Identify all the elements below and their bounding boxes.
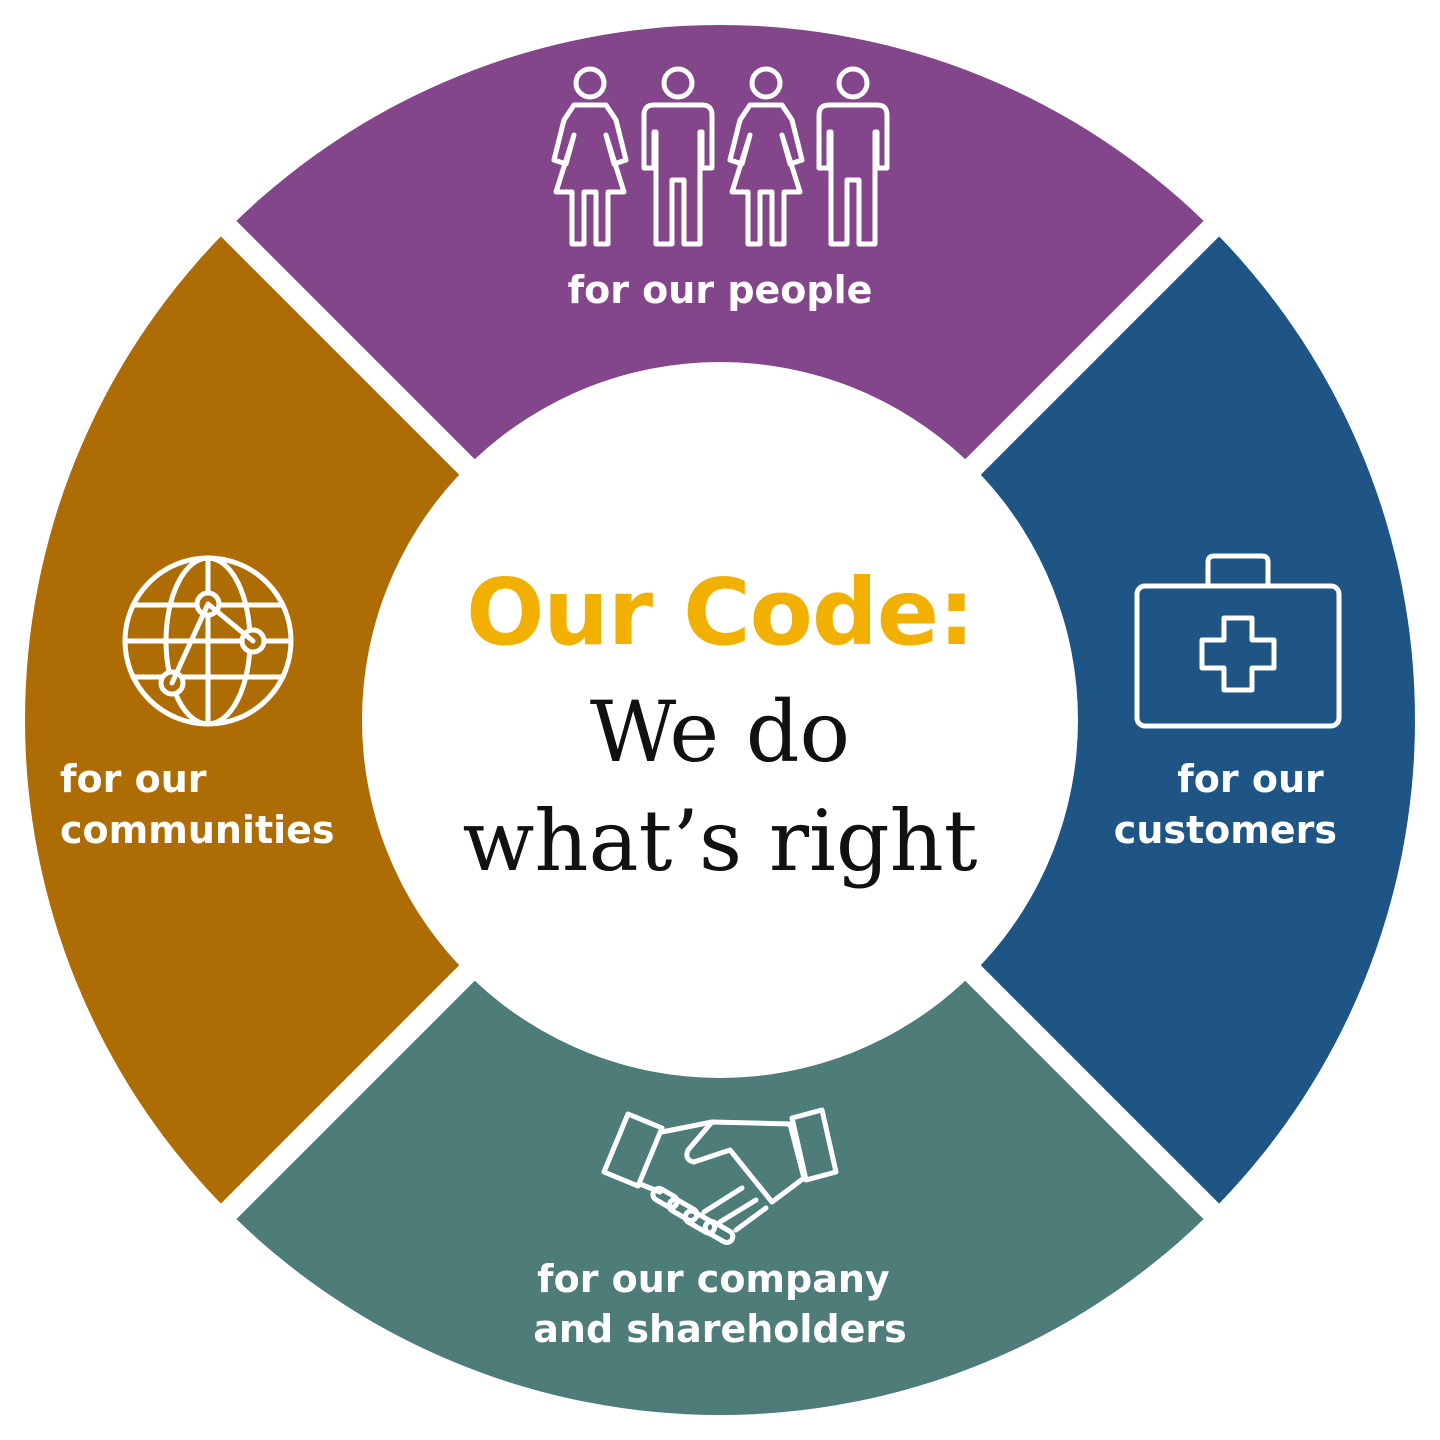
label-communities-line-2: communities xyxy=(60,808,335,852)
label-communities: for our communities xyxy=(60,757,335,852)
segment-customers xyxy=(980,236,1415,1204)
title-line-1: We do xyxy=(590,683,850,781)
label-company: for our company and shareholders xyxy=(533,1257,906,1351)
label-company-line-2: and shareholders xyxy=(533,1307,906,1351)
globe-icon xyxy=(122,555,294,727)
label-people-line-1: for our people xyxy=(568,268,873,312)
people-icon xyxy=(551,66,890,247)
segment-company xyxy=(236,980,1204,1415)
label-customers-line-2: customers xyxy=(1114,808,1337,852)
label-communities-line-1: for our xyxy=(60,757,207,801)
label-company-line-1: for our company xyxy=(537,1257,890,1301)
label-people: for our people xyxy=(568,268,873,312)
label-customers: for our customers xyxy=(1114,757,1337,852)
first-aid-kit-icon xyxy=(1134,553,1342,729)
title-line-2: what’s right xyxy=(463,792,978,890)
handshake-icon xyxy=(601,1107,839,1245)
label-customers-line-1: for our xyxy=(1177,757,1324,801)
segment-communities xyxy=(24,236,460,1204)
segment-people xyxy=(236,24,1204,460)
title-accent: Our Code: xyxy=(466,559,974,666)
